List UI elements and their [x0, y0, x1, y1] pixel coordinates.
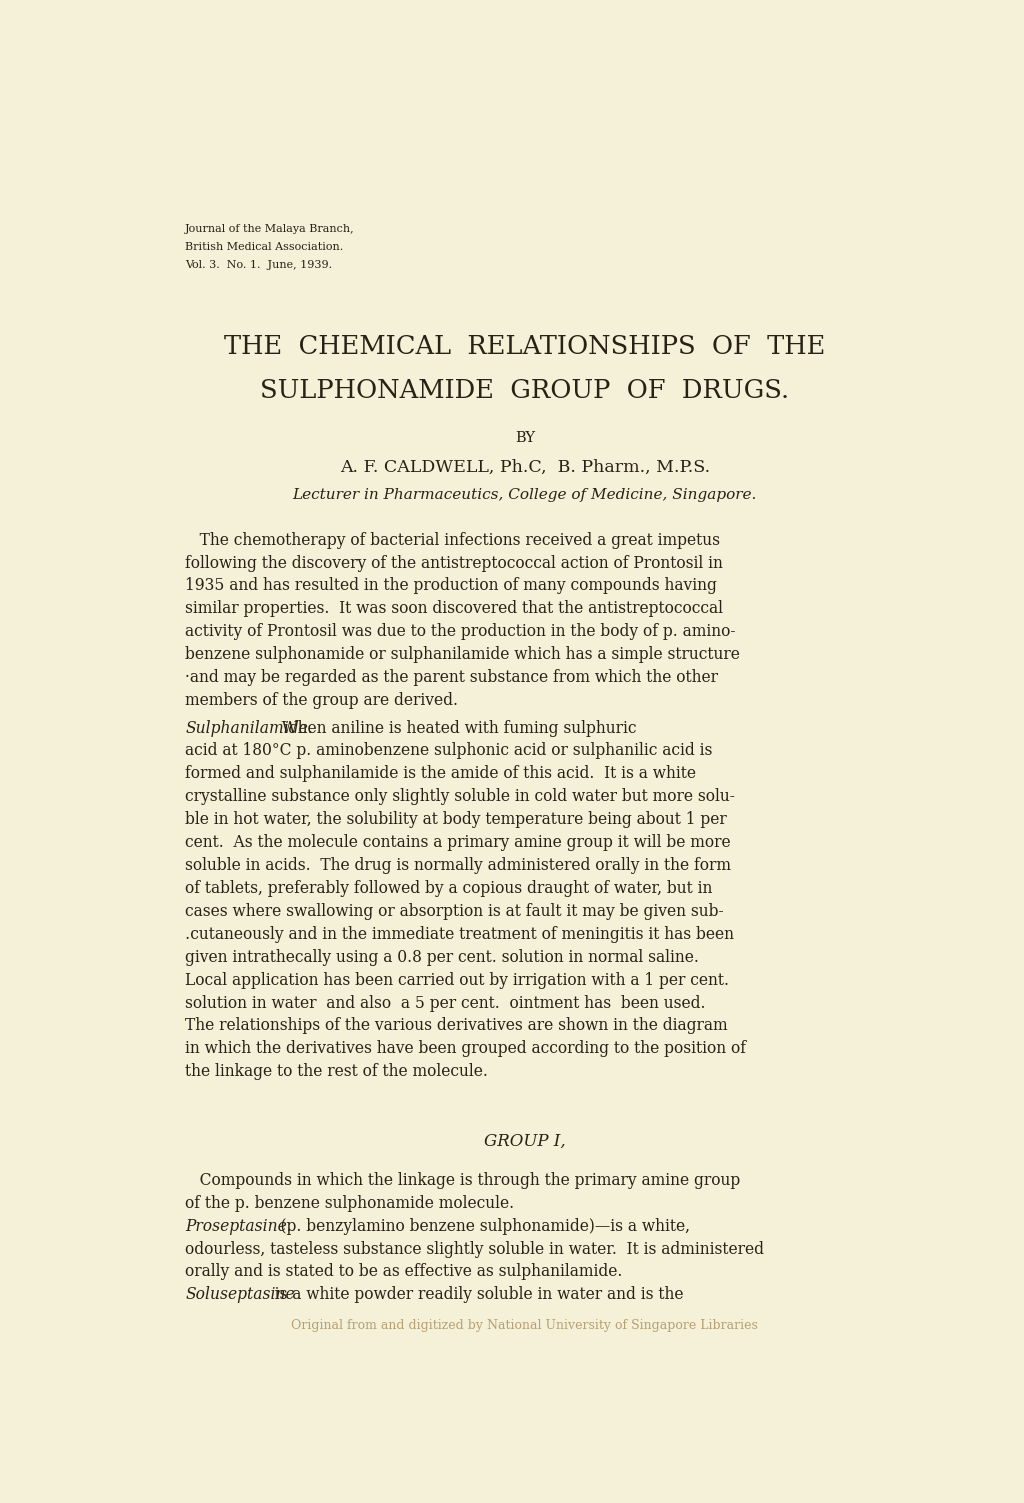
Text: THE  CHEMICAL  RELATIONSHIPS  OF  THE: THE CHEMICAL RELATIONSHIPS OF THE	[224, 334, 825, 359]
Text: formed and sulphanilamide is the amide of this acid.  It is a white: formed and sulphanilamide is the amide o…	[185, 765, 696, 783]
Text: solution in water  and also  a 5 per cent.  ointment has  been used.: solution in water and also a 5 per cent.…	[185, 995, 706, 1012]
Text: odourless, tasteless substance slightly soluble in water.  It is administered: odourless, tasteless substance slightly …	[185, 1240, 764, 1258]
Text: SULPHONAMIDE  GROUP  OF  DRUGS.: SULPHONAMIDE GROUP OF DRUGS.	[260, 377, 790, 403]
Text: acid at 180°C p. aminobenzene sulphonic acid or sulphanilic acid is: acid at 180°C p. aminobenzene sulphonic …	[185, 742, 713, 759]
Text: given intrathecally using a 0.8 per cent. solution in normal saline.: given intrathecally using a 0.8 per cent…	[185, 948, 699, 966]
Text: soluble in acids.  The drug is normally administered orally in the form: soluble in acids. The drug is normally a…	[185, 857, 731, 875]
Text: The chemotherapy of bacterial infections received a great impetus: The chemotherapy of bacterial infections…	[185, 532, 720, 549]
Text: Original from and digitized by National University of Singapore Libraries: Original from and digitized by National …	[292, 1320, 758, 1332]
Text: Soluseptasine: Soluseptasine	[185, 1287, 295, 1303]
Text: Lecturer in Pharmaceutics, College of Medicine, Singapore.: Lecturer in Pharmaceutics, College of Me…	[293, 487, 757, 502]
Text: Proseptasine.: Proseptasine.	[185, 1217, 292, 1234]
Text: ․cutaneously and in the immediate treatment of meningitis it has been: ․cutaneously and in the immediate treatm…	[185, 926, 734, 942]
Text: members of the group are derived.: members of the group are derived.	[185, 691, 458, 709]
Text: ·and may be regarded as the parent substance from which the other: ·and may be regarded as the parent subst…	[185, 669, 718, 685]
Text: Journal of the Malaya Branch,: Journal of the Malaya Branch,	[185, 224, 354, 234]
Text: Compounds in which the linkage is through the primary amine group: Compounds in which the linkage is throug…	[185, 1172, 740, 1189]
Text: following the discovery of the antistreptococcal action of Prontosil in: following the discovery of the antistrep…	[185, 555, 723, 571]
Text: (p. benzylamino benzene sulphonamide)—is a white,: (p. benzylamino benzene sulphonamide)—is…	[261, 1217, 690, 1234]
Text: ble in hot water, the solubility at body temperature being about 1 per: ble in hot water, the solubility at body…	[185, 812, 727, 828]
Text: similar properties.  It was soon discovered that the antistreptococcal: similar properties. It was soon discover…	[185, 600, 723, 618]
Text: 1935 and has resulted in the production of many compounds having: 1935 and has resulted in the production …	[185, 577, 717, 594]
Text: When aniline is heated with fuming sulphuric: When aniline is heated with fuming sulph…	[272, 720, 637, 736]
Text: the linkage to the rest of the molecule.: the linkage to the rest of the molecule.	[185, 1063, 488, 1081]
Text: orally and is stated to be as effective as sulphanilamide.: orally and is stated to be as effective …	[185, 1264, 623, 1281]
Text: The relationships of the various derivatives are shown in the diagram: The relationships of the various derivat…	[185, 1018, 728, 1034]
Text: Sulphanilamide.: Sulphanilamide.	[185, 720, 312, 736]
Text: A. F. CALDWELL, Ph.C,  B. Pharm., M.P.S.: A. F. CALDWELL, Ph.C, B. Pharm., M.P.S.	[340, 458, 710, 475]
Text: activity of Prontosil was due to the production in the body of p. amino-: activity of Prontosil was due to the pro…	[185, 624, 735, 640]
Text: British Medical Association.: British Medical Association.	[185, 242, 343, 253]
Text: is a white powder readily soluble in water and is the: is a white powder readily soluble in wat…	[260, 1287, 684, 1303]
Text: GROUP I,: GROUP I,	[484, 1132, 565, 1150]
Text: crystalline substance only slightly soluble in cold water but more solu-: crystalline substance only slightly solu…	[185, 788, 735, 806]
Text: of the p. benzene sulphonamide molecule.: of the p. benzene sulphonamide molecule.	[185, 1195, 514, 1211]
Text: BY: BY	[515, 431, 535, 445]
Text: Vol. 3.  No. 1.  June, 1939.: Vol. 3. No. 1. June, 1939.	[185, 260, 332, 271]
Text: Local application has been carried out by irrigation with a 1 per cent.: Local application has been carried out b…	[185, 971, 729, 989]
Text: of tablets, preferably followed by a copious draught of water, but in: of tablets, preferably followed by a cop…	[185, 879, 713, 897]
Text: cases where swallowing or absorption is at fault it may be given sub-: cases where swallowing or absorption is …	[185, 903, 724, 920]
Text: benzene sulphonamide or sulphanilamide which has a simple structure: benzene sulphonamide or sulphanilamide w…	[185, 646, 740, 663]
Text: cent.  As the molecule contains a primary amine group it will be more: cent. As the molecule contains a primary…	[185, 834, 731, 851]
Text: in which the derivatives have been grouped according to the position of: in which the derivatives have been group…	[185, 1040, 746, 1057]
